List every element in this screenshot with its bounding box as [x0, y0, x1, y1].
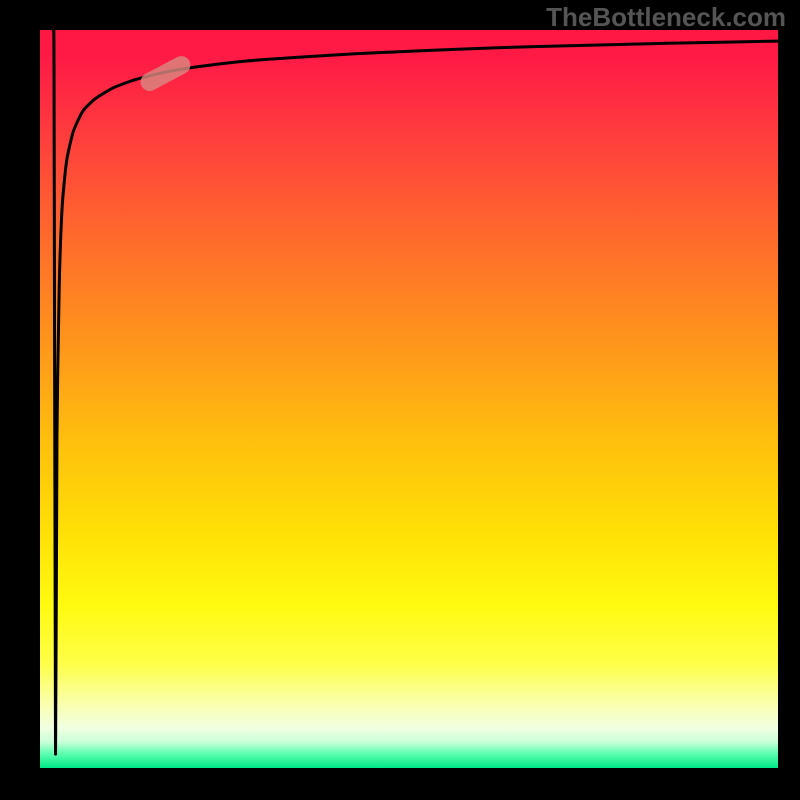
watermark-text: TheBottleneck.com: [546, 2, 786, 33]
curve-layer: [40, 30, 778, 768]
curve-marker: [137, 53, 193, 94]
plot-area: [40, 30, 778, 768]
bottleneck-curve: [53, 30, 778, 754]
chart-container: TheBottleneck.com: [0, 0, 800, 800]
